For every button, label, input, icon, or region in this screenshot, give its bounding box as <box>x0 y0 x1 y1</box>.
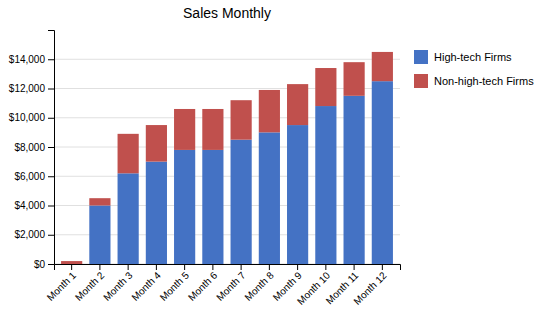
x-tick: Month 4 <box>129 264 163 303</box>
x-tick-mark <box>99 264 100 270</box>
x-tick-label: Month 6 <box>186 269 220 303</box>
y-tick: $6,000 <box>14 171 54 182</box>
series <box>61 52 393 264</box>
y-tick-mark <box>48 89 54 90</box>
bar <box>146 125 167 162</box>
x-tick: Month 7 <box>214 264 248 303</box>
x-tick: Month 3 <box>101 264 135 303</box>
x-tick-mark <box>156 264 157 270</box>
legend-swatch <box>414 50 428 64</box>
chart: $0 $2,000 $4,000 $6,000 $8,000 $10,000 $12,000… <box>0 0 550 318</box>
y-tick-label: $10,000 <box>9 112 46 123</box>
y-tick-mark <box>48 59 54 60</box>
bar <box>287 125 308 264</box>
y-tick: $14,000 <box>9 54 54 65</box>
legend-label: Non-high-tech Firms <box>434 75 534 87</box>
y-tick-label: $4,000 <box>14 200 45 211</box>
y-tick: $8,000 <box>14 142 54 153</box>
x-tick-label: Month 2 <box>73 269 107 303</box>
x-tick-mark <box>382 264 383 270</box>
bar <box>372 52 393 81</box>
x-tick-label: Month 12 <box>351 269 389 307</box>
y-tick-label: $2,000 <box>14 229 45 240</box>
x-axis: Month 1Month 2Month 3Month 4Month 5Month… <box>45 264 401 307</box>
x-tick-mark <box>354 264 355 270</box>
x-tick-label: Month 1 <box>45 269 79 303</box>
legend-label: High-tech Firms <box>434 51 512 63</box>
bar <box>259 90 280 132</box>
x-tick-label: Month 4 <box>129 269 163 303</box>
grid-line <box>54 59 400 60</box>
legend: High-tech Firms Non-high-tech Firms <box>414 50 534 88</box>
x-tick-mark <box>71 264 72 270</box>
legend-item: Non-high-tech Firms <box>414 74 534 88</box>
y-tick-label: $0 <box>34 259 46 270</box>
x-tick: Month 5 <box>158 264 192 303</box>
x-tick: Month 1 <box>45 264 79 303</box>
x-tick-label: Month 7 <box>214 269 248 303</box>
y-tick-label: $6,000 <box>14 171 45 182</box>
bar <box>315 68 336 106</box>
y-tick-mark <box>48 176 54 177</box>
y-tick-mark <box>48 206 54 207</box>
x-tick-label: Month 5 <box>158 269 192 303</box>
y-tick-label: $8,000 <box>14 142 45 153</box>
bar <box>89 206 110 265</box>
y-tick: $12,000 <box>9 83 54 94</box>
bar <box>231 140 252 264</box>
y-tick: $2,000 <box>14 229 54 240</box>
y-tick-mark <box>48 118 54 119</box>
bar <box>231 100 252 139</box>
bar <box>118 173 139 264</box>
bar <box>259 132 280 264</box>
grid <box>54 59 400 264</box>
bars <box>61 52 393 264</box>
bar <box>315 106 336 264</box>
y-tick-label: $14,000 <box>9 54 46 65</box>
y-tick-label: $12,000 <box>9 83 46 94</box>
x-tick: Month 2 <box>73 264 107 303</box>
y-tick: $4,000 <box>14 200 54 211</box>
plot: $0 $2,000 $4,000 $6,000 $8,000 $10,000 $12,000… <box>9 31 401 307</box>
bar <box>118 134 139 173</box>
bar <box>89 198 110 205</box>
y-tick-mark <box>48 147 54 148</box>
bar <box>174 150 195 264</box>
bar <box>61 261 82 264</box>
bar <box>344 96 365 264</box>
series <box>89 81 393 264</box>
y-tick: $0 <box>34 259 54 270</box>
title: Sales Monthly <box>183 5 271 21</box>
bar <box>174 109 195 150</box>
x-tick-label: Month 3 <box>101 269 135 303</box>
bar <box>372 81 393 264</box>
x-tick-mark <box>325 264 326 270</box>
x-tick-mark <box>241 264 242 270</box>
bar <box>146 162 167 264</box>
y-tick-mark <box>48 264 54 265</box>
x-tick-mark <box>297 264 298 270</box>
legend-swatch <box>414 74 428 88</box>
y-axis: $0 $2,000 $4,000 $6,000 $8,000 $10,000 $12,000… <box>9 31 55 270</box>
x-tick-mark <box>128 264 129 270</box>
y-tick: $10,000 <box>9 112 54 123</box>
x-tick: Month 8 <box>242 264 276 303</box>
bar <box>287 84 308 125</box>
legend-item: High-tech Firms <box>414 50 512 64</box>
x-tick-mark <box>269 264 270 270</box>
bar <box>344 62 365 96</box>
x-tick-label: Month 8 <box>242 269 276 303</box>
y-axis-line <box>48 31 55 265</box>
x-tick: Month 12 <box>351 264 389 307</box>
y-tick-mark <box>48 235 54 236</box>
x-tick: Month 6 <box>186 264 220 303</box>
bar <box>202 109 223 150</box>
x-axis-line <box>55 265 401 271</box>
bar <box>202 150 223 264</box>
x-tick-mark <box>212 264 213 270</box>
x-tick-mark <box>184 264 185 270</box>
